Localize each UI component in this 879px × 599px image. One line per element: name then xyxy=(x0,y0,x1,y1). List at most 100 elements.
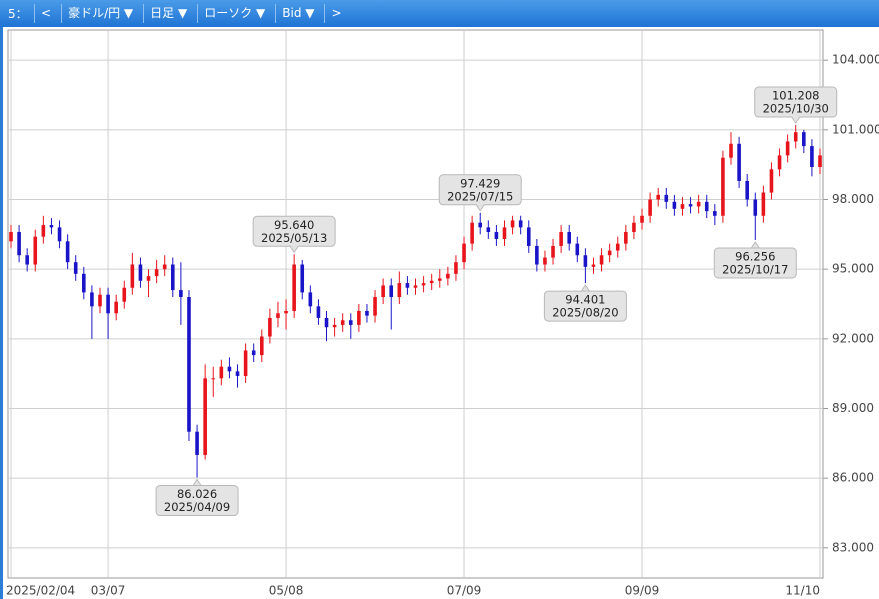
prev-button[interactable]: < xyxy=(34,4,57,23)
x-tick-label: 05/08 xyxy=(269,584,304,598)
candle-body xyxy=(713,211,717,216)
candle-body xyxy=(98,294,102,307)
candle-body xyxy=(753,199,758,216)
x-tick-label: 07/09 xyxy=(447,584,482,598)
annotation-value: 101.208 xyxy=(772,89,820,103)
candle-body xyxy=(41,225,46,237)
candle-body xyxy=(607,250,612,256)
candle-body xyxy=(543,257,547,265)
y-tick-label: 92.000 xyxy=(832,331,874,345)
candle-body xyxy=(761,192,766,216)
left-edge xyxy=(0,27,3,599)
annotation-box xyxy=(713,247,797,279)
candle-body xyxy=(624,232,628,244)
candle-body xyxy=(729,143,733,158)
candle-body xyxy=(446,273,450,279)
x-tick-label: 09/09 xyxy=(625,584,660,598)
candle-body xyxy=(340,320,345,325)
annotation-date: 2025/07/15 xyxy=(447,189,513,203)
candle-body xyxy=(526,227,531,246)
candle-body xyxy=(745,180,749,200)
annotation-value: 95.640 xyxy=(274,218,314,232)
candle-body xyxy=(316,306,321,318)
candle-body xyxy=(785,141,790,156)
candle-body xyxy=(154,269,159,277)
candle-body xyxy=(510,220,515,228)
candle-body xyxy=(33,236,38,265)
annotation-pointer xyxy=(289,246,299,254)
candle-body xyxy=(171,264,175,291)
candle-body xyxy=(567,232,572,244)
candle-body xyxy=(769,169,774,193)
candle-body xyxy=(632,222,636,233)
candle-body xyxy=(9,232,13,242)
candle-body xyxy=(777,155,782,170)
candle-body xyxy=(227,366,232,372)
candle-body xyxy=(818,155,822,167)
candle-body xyxy=(454,262,458,274)
annotation-pointer xyxy=(475,204,485,212)
candle-body xyxy=(518,220,523,228)
candle-body xyxy=(672,201,677,209)
x-tick-label: 11/10 xyxy=(785,584,820,598)
candle-body xyxy=(696,201,701,207)
candle-body xyxy=(114,301,118,314)
candle-body xyxy=(259,336,264,356)
y-tick-label: 95.000 xyxy=(832,262,874,276)
candle-body xyxy=(211,378,216,380)
candle-body xyxy=(90,292,94,307)
candle-body xyxy=(397,283,402,298)
style-dropdown[interactable]: ローソク ▼ xyxy=(197,4,271,23)
annotation-pointer xyxy=(580,284,590,292)
annotation-pointer xyxy=(750,241,760,249)
annotation-cover xyxy=(581,291,589,294)
candle-body xyxy=(793,132,798,142)
candle-body xyxy=(357,310,361,325)
candle-body xyxy=(810,146,814,167)
candle-body xyxy=(478,222,483,228)
candle-body xyxy=(243,350,248,376)
candle-body xyxy=(656,194,660,200)
y-tick-label: 101.000 xyxy=(832,122,879,136)
annotation-cover xyxy=(751,248,759,251)
candle-body xyxy=(429,280,434,284)
candle-body xyxy=(292,264,296,311)
annotation-date: 2025/05/13 xyxy=(261,231,327,245)
candle-body xyxy=(146,276,151,281)
candle-body xyxy=(65,241,70,263)
symbol-dropdown[interactable]: 豪ドル/円 ▼ xyxy=(61,4,139,23)
candle-body xyxy=(389,285,394,298)
interval-dropdown[interactable]: 日足 ▼ xyxy=(143,4,193,23)
candle-body xyxy=(203,378,207,455)
candle-body xyxy=(704,201,709,212)
candle-body xyxy=(470,222,474,244)
candle-body xyxy=(106,294,110,314)
candle-body xyxy=(308,292,313,307)
candle-body xyxy=(575,243,580,256)
candle-body xyxy=(502,227,507,239)
candle-body xyxy=(648,199,652,216)
candle-body xyxy=(276,313,280,318)
candle-body xyxy=(688,204,693,207)
annotation-cover xyxy=(792,115,800,118)
price-dropdown[interactable]: Bid ▼ xyxy=(275,4,320,23)
annotation-date: 2025/10/17 xyxy=(722,263,788,277)
candle-body xyxy=(615,243,620,251)
candle-body xyxy=(195,431,199,455)
candle-body xyxy=(421,283,426,286)
candle-body xyxy=(381,285,385,298)
annotation-date: 2025/08/20 xyxy=(552,306,618,320)
candle-body xyxy=(437,278,442,281)
candle-body xyxy=(82,273,86,293)
next-button[interactable]: > xyxy=(324,4,347,23)
candle-body xyxy=(551,245,555,258)
annotation-value: 97.429 xyxy=(460,176,500,190)
candle-body xyxy=(721,157,725,216)
annotation-date: 2025/10/30 xyxy=(763,102,829,116)
